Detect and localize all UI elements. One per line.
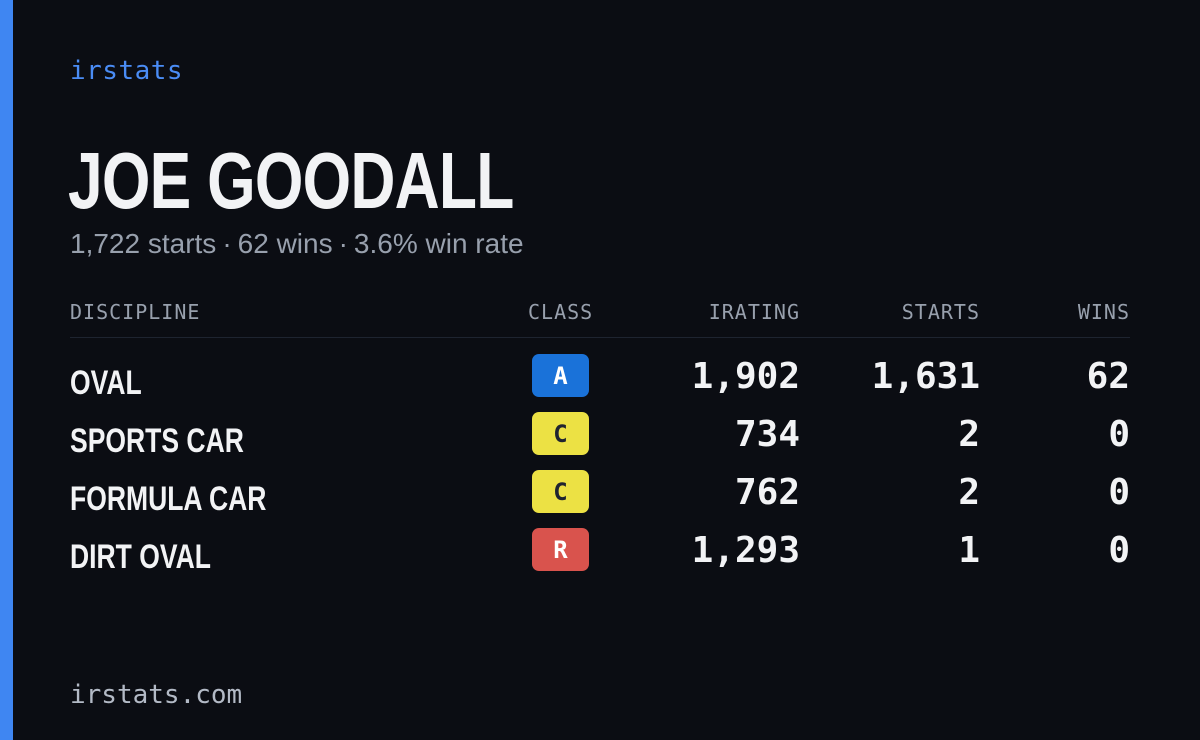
class-badge: C <box>532 412 589 455</box>
irating-value: 734 <box>734 414 800 455</box>
starts-value: 2 <box>958 472 980 513</box>
player-name: JOE GOODALL <box>68 136 514 225</box>
class-badge: C <box>532 470 589 513</box>
discipline-label: SPORTS CAR <box>70 422 244 460</box>
table-body: OVAL A 1,902 1,631 62 SPORTS CAR C 734 2… <box>70 352 1130 584</box>
footer-url[interactable]: irstats.com <box>70 680 243 710</box>
starts-value: 2 <box>958 414 980 455</box>
starts-value: 1,631 <box>871 356 980 397</box>
wins-value: 0 <box>1108 530 1130 571</box>
wins-value: 0 <box>1108 414 1130 455</box>
starts-value: 1 <box>958 530 980 571</box>
starts-summary: 1,722 starts <box>70 228 217 259</box>
table-row: SPORTS CAR C 734 2 0 <box>70 410 1130 468</box>
player-summary: 1,722 starts · 62 wins · 3.6% win rate <box>70 228 524 260</box>
class-badge: A <box>532 354 589 397</box>
table-row: OVAL A 1,902 1,631 62 <box>70 352 1130 410</box>
discipline-label: OVAL <box>70 364 142 402</box>
separator-dot: · <box>222 228 232 259</box>
class-badge: R <box>532 528 589 571</box>
header-class: CLASS <box>528 300 594 324</box>
irating-value: 1,902 <box>691 356 800 397</box>
wins-value: 62 <box>1086 356 1130 397</box>
table-header: DISCIPLINE CLASS IRATING STARTS WINS <box>70 298 1130 338</box>
stats-table: DISCIPLINE CLASS IRATING STARTS WINS OVA… <box>70 298 1130 576</box>
table-row: FORMULA CAR C 762 2 0 <box>70 468 1130 526</box>
brand-logo-text[interactable]: irstats <box>70 56 184 86</box>
header-discipline: DISCIPLINE <box>70 300 201 324</box>
irating-value: 1,293 <box>691 530 800 571</box>
wins-value: 0 <box>1108 472 1130 513</box>
wins-summary: 62 wins <box>237 228 333 259</box>
irating-value: 762 <box>734 472 800 513</box>
header-irating: IRATING <box>708 300 800 324</box>
header-wins: WINS <box>1077 300 1130 324</box>
separator-dot: · <box>338 228 348 259</box>
discipline-label: DIRT OVAL <box>70 538 211 576</box>
accent-bar <box>0 0 13 740</box>
discipline-label: FORMULA CAR <box>70 480 267 518</box>
header-starts: STARTS <box>901 300 980 324</box>
table-row: DIRT OVAL R 1,293 1 0 <box>70 526 1130 584</box>
win-rate-summary: 3.6% win rate <box>353 228 524 259</box>
